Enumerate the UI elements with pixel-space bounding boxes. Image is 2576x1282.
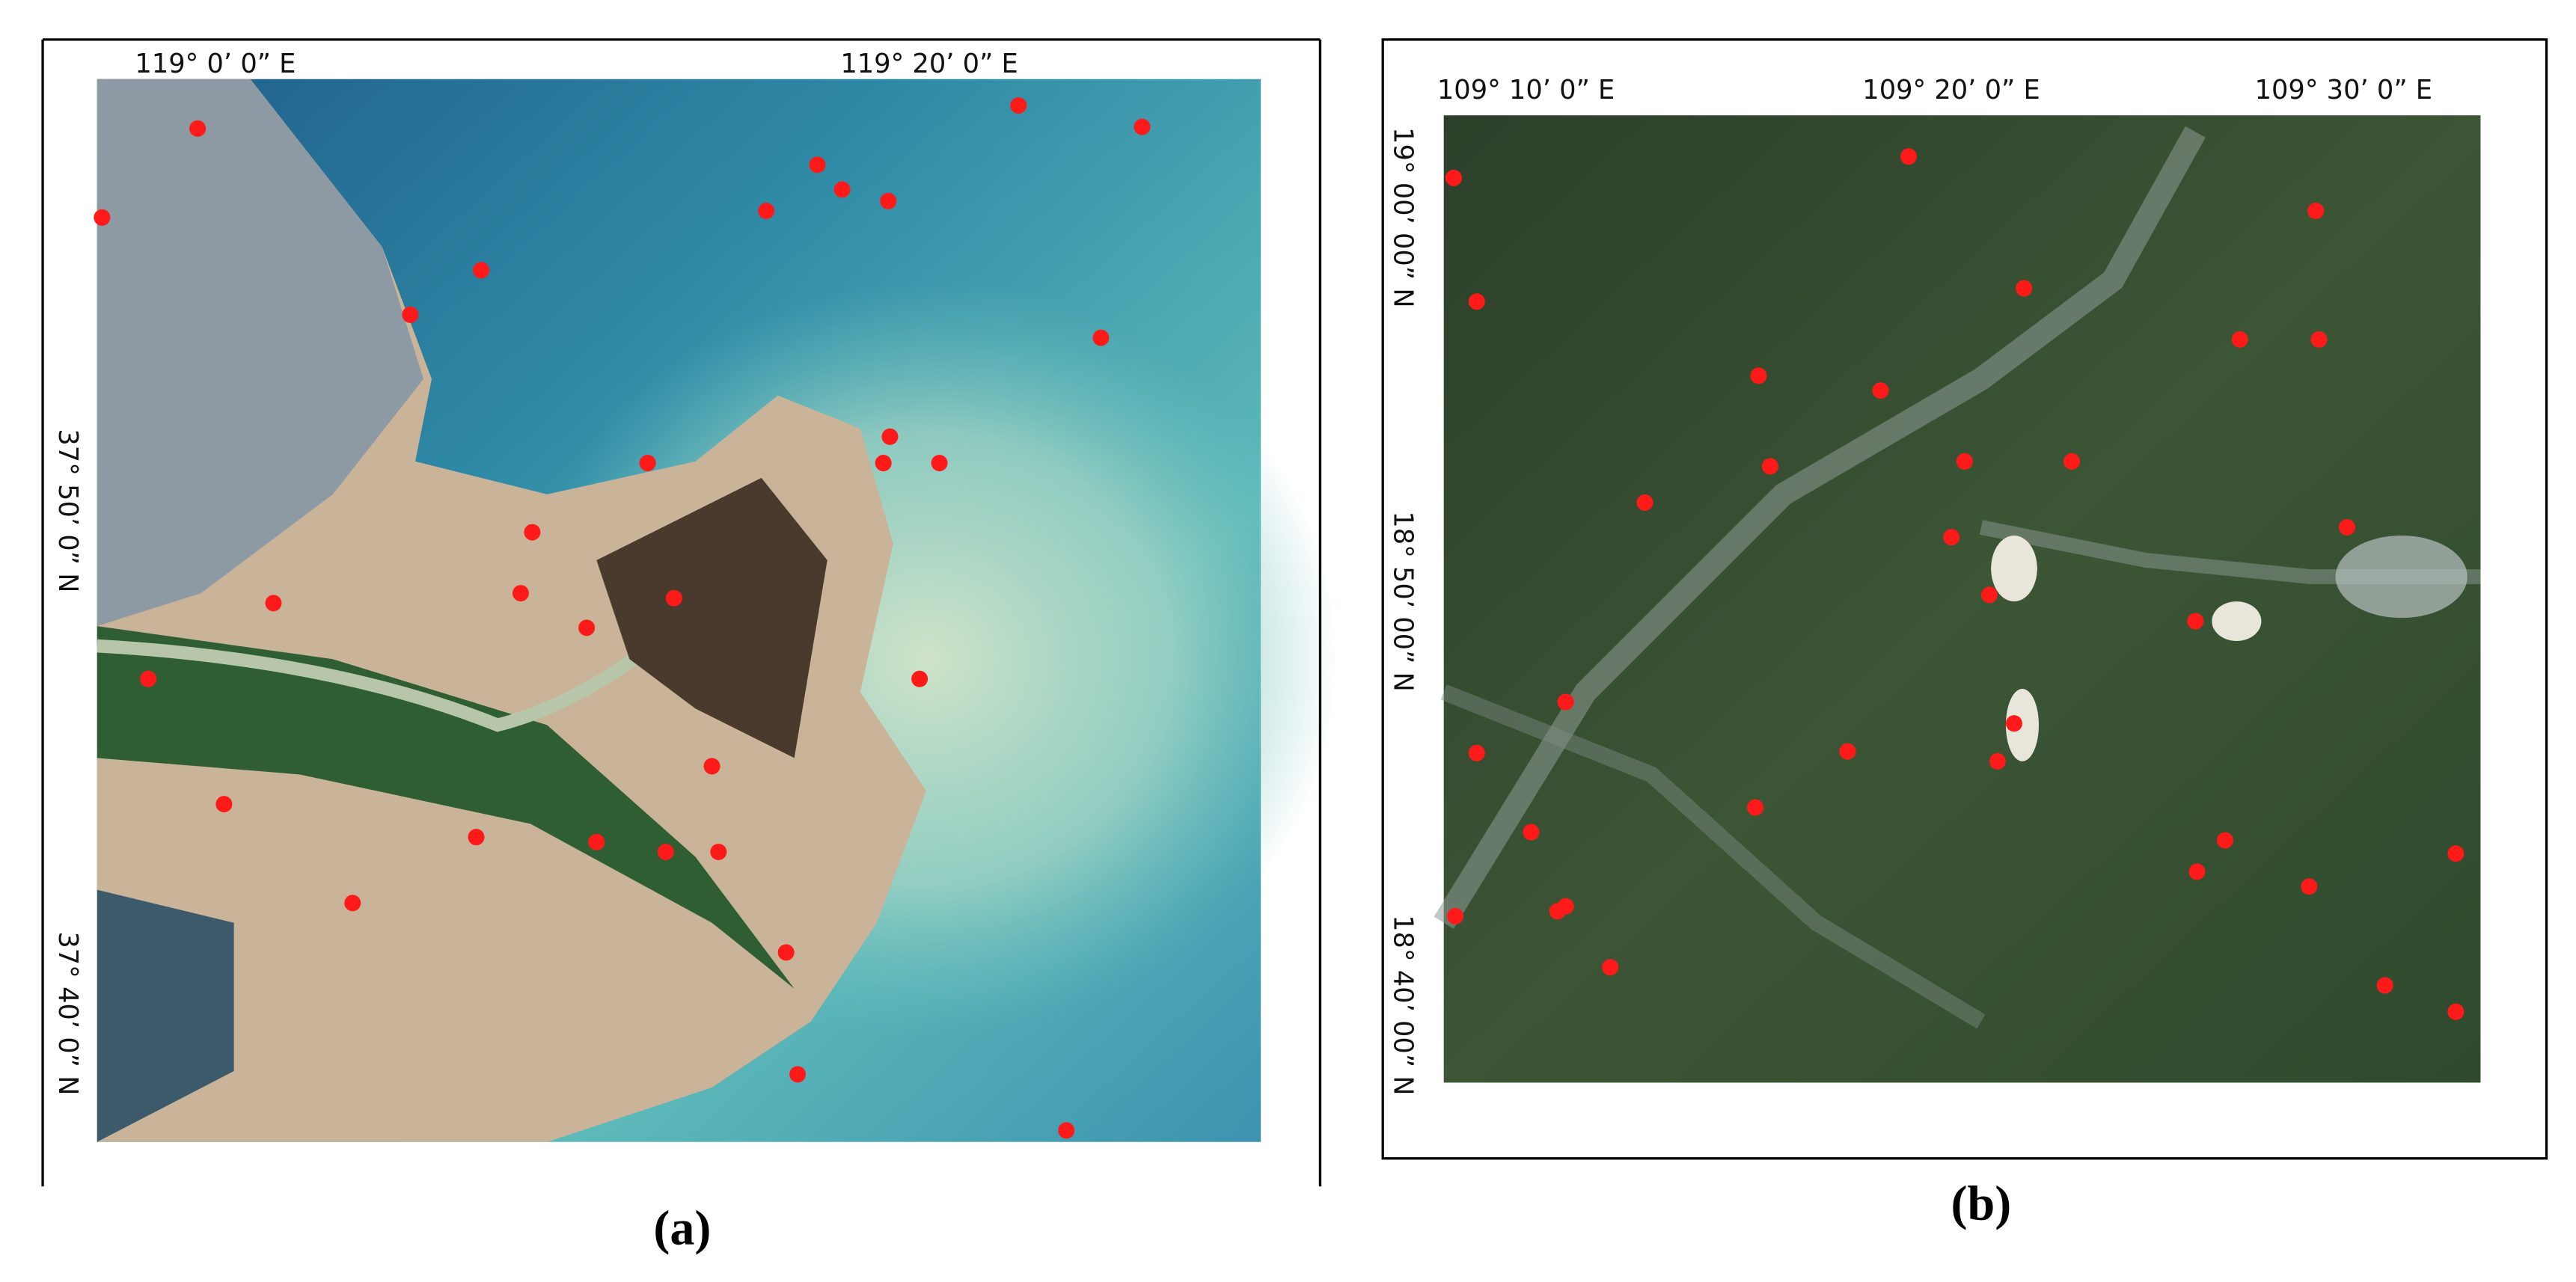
- sample-point: [1523, 824, 1540, 841]
- sample-point: [2187, 613, 2204, 630]
- sample-point: [2188, 863, 2206, 880]
- ponds: [97, 889, 234, 1142]
- sample-point: [875, 455, 892, 472]
- longitude-label: 119° 0’ 0” E: [135, 49, 296, 79]
- urban-corridor: [1440, 684, 1986, 1029]
- longitude-label: 109° 30’ 0” E: [2255, 75, 2432, 105]
- panel-b: [1381, 38, 2548, 1160]
- sample-point: [1980, 586, 1998, 604]
- sample-point: [524, 524, 541, 541]
- sample-point: [1602, 959, 1619, 976]
- wetland: [596, 477, 827, 758]
- latitude-label: 18° 40’ 00” N: [1388, 915, 1419, 1096]
- sample-point: [1761, 458, 1778, 475]
- urban-corridor: [1434, 126, 2206, 929]
- sample-point: [512, 585, 529, 602]
- sample-point: [1058, 1122, 1075, 1139]
- sample-point: [2005, 715, 2022, 732]
- panel-caption: (b): [1951, 1176, 2012, 1230]
- sample-point: [2338, 518, 2355, 536]
- sample-point: [777, 944, 795, 961]
- urban-area: [97, 79, 423, 627]
- sample-point: [1468, 293, 1485, 310]
- sample-point: [639, 455, 656, 472]
- sample-point: [1133, 118, 1151, 135]
- sample-point: [1989, 752, 2006, 770]
- sample-point: [344, 895, 361, 912]
- panel-a: [41, 38, 1339, 1187]
- frame: [1381, 38, 2548, 1160]
- sample-point: [1557, 693, 1574, 711]
- latitude-label: 19° 00’ 00” N: [1388, 127, 1419, 308]
- sample-point: [880, 192, 897, 209]
- sample-point: [710, 843, 727, 861]
- longitude-label: 109° 10’ 0” E: [1437, 75, 1615, 105]
- sample-point: [703, 758, 721, 775]
- sample-point: [2447, 1003, 2465, 1020]
- sample-point: [1010, 96, 1027, 114]
- longitude-label: 109° 20’ 0” E: [1862, 75, 2040, 105]
- sample-point: [789, 1066, 807, 1083]
- sample-point: [809, 156, 826, 174]
- sample-point: [931, 455, 948, 472]
- sample-point: [1900, 148, 1917, 165]
- sample-point: [468, 829, 485, 846]
- panel-caption: (a): [653, 1200, 711, 1255]
- longitude-label: 119° 20’ 0” E: [840, 49, 1018, 79]
- sample-point: [1943, 529, 1960, 546]
- sample-point: [2216, 832, 2233, 849]
- sample-point: [2307, 202, 2325, 220]
- sample-point: [2016, 280, 2033, 297]
- town: [2335, 536, 2468, 619]
- cloud: [2212, 601, 2262, 641]
- sample-point: [2310, 331, 2328, 348]
- sample-point: [215, 796, 233, 813]
- sample-point: [657, 843, 674, 861]
- sample-point: [2063, 453, 2081, 470]
- sample-point: [1636, 494, 1653, 511]
- sample-point: [1092, 329, 1110, 346]
- sample-point: [911, 670, 928, 687]
- sample-point: [2301, 878, 2318, 895]
- sample-point: [94, 209, 111, 226]
- cloud: [2005, 688, 2040, 761]
- sample-point: [665, 589, 682, 607]
- sample-points: [94, 96, 2465, 1139]
- latitude-label: 37° 50’ 0” N: [52, 429, 83, 592]
- sample-point: [189, 120, 206, 137]
- sample-point: [402, 306, 419, 323]
- sample-point: [588, 833, 605, 850]
- sample-point: [1557, 898, 1574, 915]
- sample-point: [1445, 169, 1462, 186]
- sample-point: [1468, 744, 1485, 761]
- sample-point: [1956, 453, 1973, 470]
- sample-point: [473, 262, 490, 279]
- sample-point: [1747, 799, 1764, 816]
- sample-point: [758, 202, 775, 220]
- forest: [1443, 115, 2481, 1083]
- vegetation: [97, 626, 795, 989]
- sample-point: [578, 619, 596, 637]
- sample-point: [1872, 382, 1889, 399]
- sample-point: [265, 595, 282, 612]
- sample-point: [881, 428, 899, 445]
- sample-point: [2447, 845, 2465, 862]
- sample-point: [2231, 331, 2248, 348]
- sample-point: [1750, 367, 1767, 384]
- latitude-label: 37° 40’ 0” N: [52, 931, 83, 1095]
- sample-point: [1447, 907, 1464, 924]
- sample-point: [1839, 743, 1856, 760]
- sample-point: [833, 181, 851, 198]
- sample-point: [2376, 977, 2393, 994]
- latitude-label: 18° 50’ 00” N: [1388, 511, 1419, 692]
- sample-point: [140, 670, 157, 687]
- cloud: [1991, 536, 2037, 602]
